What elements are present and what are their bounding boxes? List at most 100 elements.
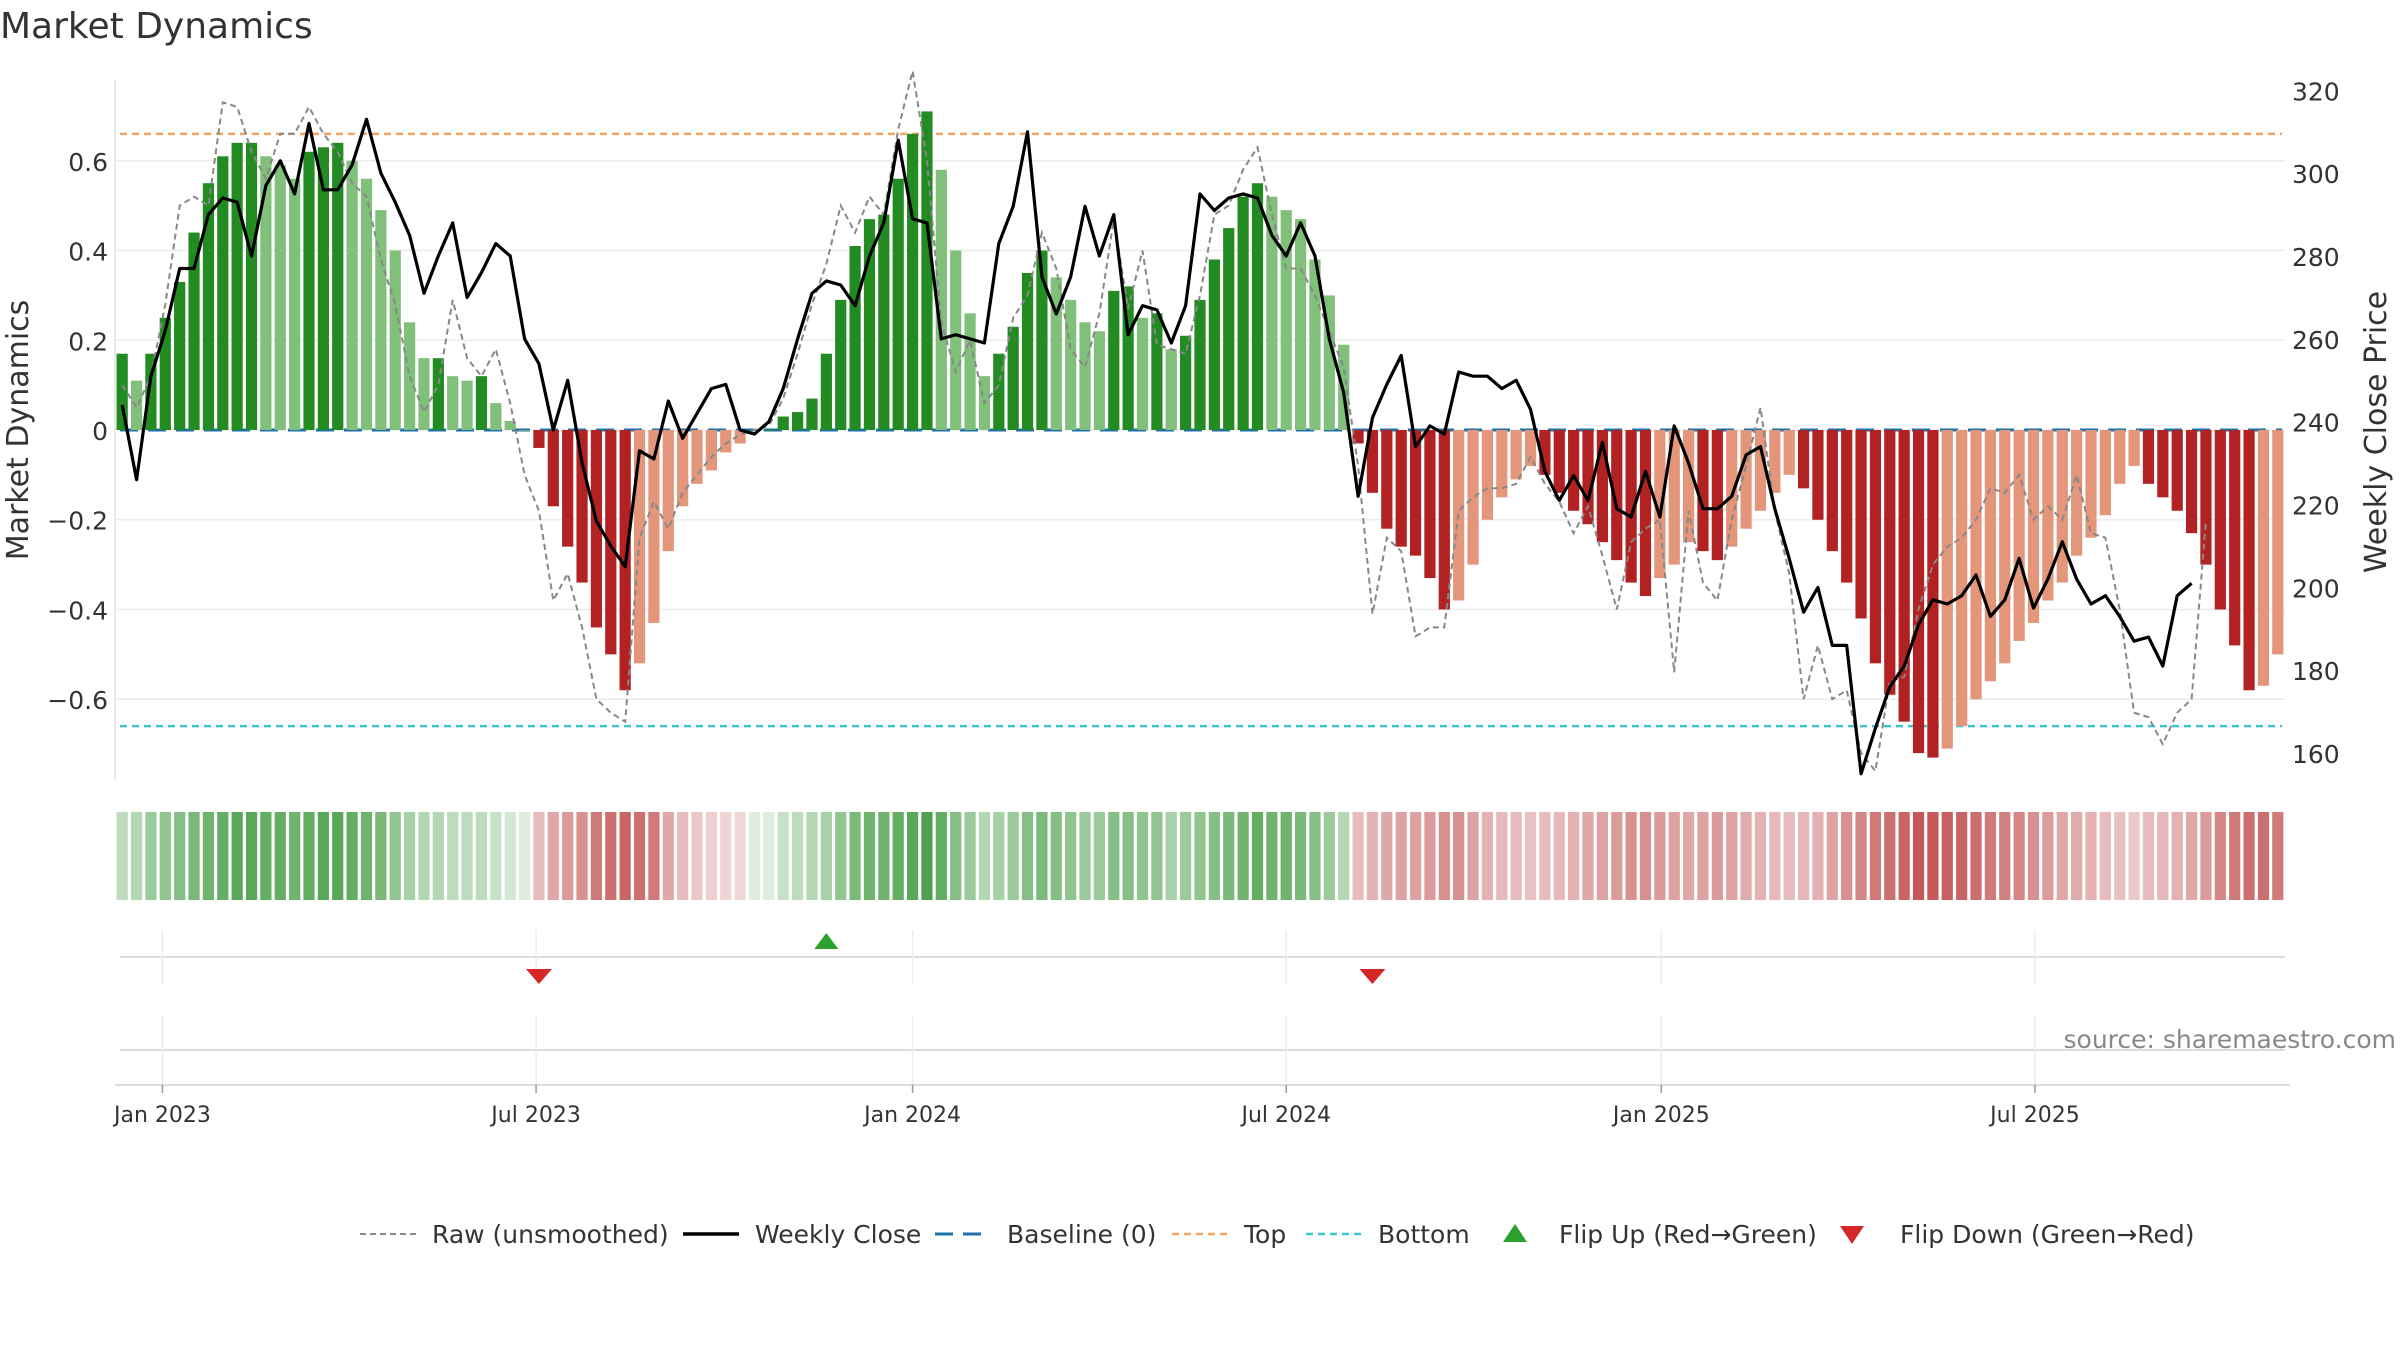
regime-cell xyxy=(892,812,904,900)
dynamics-bar xyxy=(504,421,516,430)
regime-cell xyxy=(820,812,832,900)
regime-cell xyxy=(863,812,876,900)
legend-label: Baseline (0) xyxy=(1007,1220,1156,1249)
dynamics-bar xyxy=(1941,430,1953,749)
dynamics-bar xyxy=(317,147,329,431)
regime-cell xyxy=(878,812,890,900)
dynamics-bar xyxy=(518,430,531,431)
dynamics-bar xyxy=(1797,430,1810,489)
legend-label: Raw (unsmoothed) xyxy=(432,1220,669,1249)
dynamics-bar xyxy=(849,246,861,430)
regime-cell xyxy=(174,812,186,900)
dynamics-bar xyxy=(1165,349,1177,430)
regime-cell xyxy=(447,812,459,900)
regime-cell xyxy=(619,812,631,900)
dynamics-bar xyxy=(2027,430,2040,623)
dynamics-bar xyxy=(231,142,243,431)
regime-cell xyxy=(1309,812,1321,900)
regime-cell xyxy=(1122,812,1134,900)
regime-cell xyxy=(2214,812,2226,900)
dynamics-bar xyxy=(892,178,904,430)
dynamics-bar xyxy=(993,353,1005,430)
dynamics-bar xyxy=(447,376,459,430)
regime-cell xyxy=(403,812,416,900)
dynamics-bar xyxy=(533,430,545,448)
dynamics-bar xyxy=(906,133,919,430)
dynamics-bar xyxy=(1481,430,1494,520)
regime-cell xyxy=(1898,812,1910,900)
dynamics-bar xyxy=(964,313,976,430)
legend-label: Bottom xyxy=(1378,1220,1470,1249)
regime-cell xyxy=(2142,812,2155,900)
regime-cell xyxy=(1108,812,1120,900)
dynamics-bar xyxy=(274,165,286,430)
dynamics-bar xyxy=(935,169,947,430)
dynamics-bar xyxy=(1927,430,1939,758)
dynamics-bar xyxy=(2071,430,2083,556)
regime-cell xyxy=(921,812,933,900)
x-tick-label: Jul 2024 xyxy=(1239,1103,1331,1128)
regime-cell xyxy=(1424,812,1436,900)
dynamics-bar xyxy=(878,214,890,430)
regime-cell xyxy=(1338,812,1350,900)
regime-cell xyxy=(1783,812,1795,900)
regime-cell xyxy=(1841,812,1853,900)
dynamics-bar xyxy=(1280,210,1292,430)
dynamics-bar xyxy=(1783,430,1795,475)
dynamics-bar xyxy=(2157,430,2169,498)
regime-cell xyxy=(1079,812,1091,900)
regime-cell xyxy=(1639,812,1652,900)
dynamics-bar xyxy=(1309,259,1321,430)
dynamics-bar xyxy=(1108,290,1120,430)
dynamics-bar xyxy=(562,430,574,547)
y-tick-label: −0.6 xyxy=(47,686,108,715)
regime-cell xyxy=(1697,812,1709,900)
regime-cell xyxy=(1409,812,1422,900)
regime-cell xyxy=(418,812,430,900)
regime-cell xyxy=(332,812,344,900)
dynamics-bar xyxy=(1826,430,1838,552)
regime-cell xyxy=(1726,812,1738,900)
dynamics-bar xyxy=(303,151,315,431)
dynamics-bar xyxy=(2272,430,2284,655)
dynamics-bar xyxy=(1582,430,1594,525)
regime-cell xyxy=(1496,812,1508,900)
dynamics-bar xyxy=(1711,430,1723,561)
dynamics-bar xyxy=(1266,196,1278,430)
legend-label: Flip Down (Green→Red) xyxy=(1900,1220,2195,1249)
y2-tick-label: 220 xyxy=(2292,492,2340,521)
dynamics-bar xyxy=(188,232,200,430)
regime-cell xyxy=(432,812,444,900)
dynamics-bar xyxy=(720,430,732,453)
regime-cell xyxy=(2185,812,2198,900)
legend-label: Flip Up (Red→Green) xyxy=(1559,1220,1817,1249)
regime-cell xyxy=(1970,812,1982,900)
dynamics-bar xyxy=(1050,277,1062,430)
source-label: source: sharemaestro.com xyxy=(2064,1025,2397,1054)
dynamics-bar xyxy=(1194,299,1206,430)
dynamics-bar xyxy=(1122,286,1134,430)
regime-cell xyxy=(1007,812,1019,900)
y2-tick-label: 300 xyxy=(2292,160,2340,189)
regime-cell xyxy=(1467,812,1479,900)
regime-cell xyxy=(950,812,962,900)
regime-cell xyxy=(1683,812,1695,900)
dynamics-bar xyxy=(2257,430,2270,686)
regime-cell xyxy=(1553,812,1565,900)
regime-cell xyxy=(1912,812,1925,900)
regime-cell xyxy=(188,812,200,900)
regime-cell xyxy=(590,812,603,900)
dynamics-bar xyxy=(1956,430,1968,727)
dynamics-bar xyxy=(332,142,344,431)
dynamics-bar xyxy=(2200,430,2212,565)
dynamics-bar xyxy=(116,353,128,430)
x-tick-label: Jul 2025 xyxy=(1988,1103,2080,1128)
dynamics-bar xyxy=(1726,430,1738,547)
regime-cell xyxy=(677,812,689,900)
regime-cell xyxy=(748,812,761,900)
dynamics-bar xyxy=(1467,430,1479,565)
dynamics-bar xyxy=(1524,430,1537,466)
y2-tick-label: 280 xyxy=(2292,243,2340,272)
regime-cell xyxy=(1956,812,1968,900)
regime-cell xyxy=(245,812,258,900)
